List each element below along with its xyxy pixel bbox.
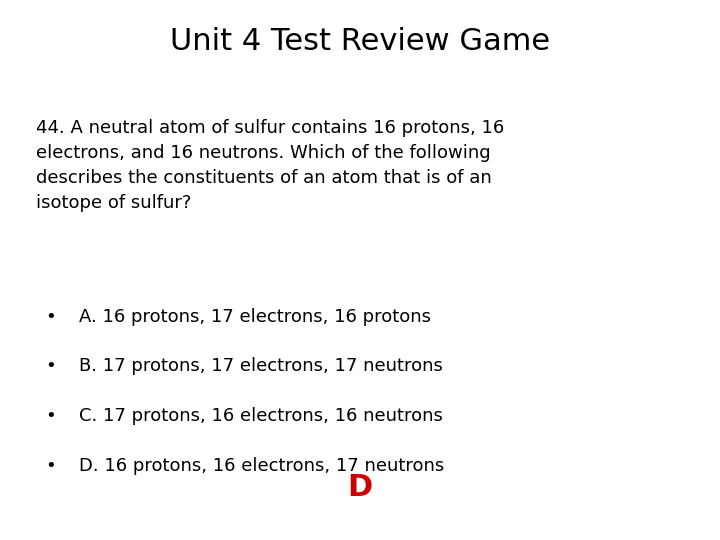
Text: •: • [45,407,55,425]
Text: •: • [45,308,55,326]
Text: D. 16 protons, 16 electrons, 17 neutrons: D. 16 protons, 16 electrons, 17 neutrons [79,457,444,475]
Text: C. 17 protons, 16 electrons, 16 neutrons: C. 17 protons, 16 electrons, 16 neutrons [79,407,443,425]
Text: B. 17 protons, 17 electrons, 17 neutrons: B. 17 protons, 17 electrons, 17 neutrons [79,357,443,375]
Text: Unit 4 Test Review Game: Unit 4 Test Review Game [170,27,550,56]
Text: 44. A neutral atom of sulfur contains 16 protons, 16
electrons, and 16 neutrons.: 44. A neutral atom of sulfur contains 16… [36,119,504,212]
Text: A. 16 protons, 17 electrons, 16 protons: A. 16 protons, 17 electrons, 16 protons [79,308,431,326]
Text: D: D [347,473,373,502]
Text: •: • [45,357,55,375]
Text: •: • [45,457,55,475]
